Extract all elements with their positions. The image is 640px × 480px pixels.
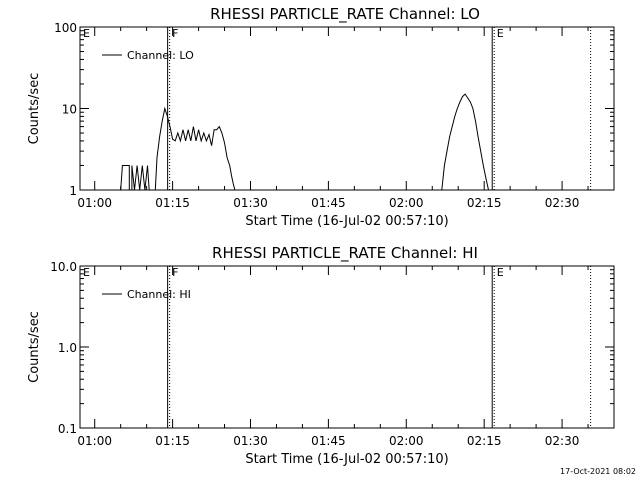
footer-timestamp: 17-Oct-2021 08:02: [560, 467, 636, 476]
event-marker: F: [167, 27, 178, 190]
event-marker: E: [491, 27, 504, 190]
y-axis-label: Counts/sec: [27, 311, 42, 383]
event-marker-label: E: [83, 27, 90, 40]
chart-title: RHESSI PARTICLE_RATE Channel: HI: [212, 244, 478, 263]
event-marker-label: E: [83, 266, 90, 279]
x-tick-label: 02:15: [467, 196, 502, 210]
x-tick-label: 01:30: [233, 434, 268, 448]
event-marker: E: [83, 27, 90, 40]
x-tick-label: 01:00: [77, 196, 112, 210]
x-tick-label: 02:30: [545, 196, 580, 210]
legend-label: Channel: HI: [127, 288, 191, 301]
event-marker: E: [83, 266, 90, 279]
x-tick-label: 02:30: [545, 434, 580, 448]
y-tick-label: 10: [62, 103, 77, 117]
event-marker: E: [491, 266, 504, 428]
x-tick-label: 01:45: [311, 196, 346, 210]
x-tick-label: 01:30: [233, 196, 268, 210]
legend: Channel: HI: [102, 288, 191, 301]
x-tick-label: 01:00: [77, 434, 112, 448]
data-series-line: [154, 106, 236, 191]
chart-panel-1: RHESSI PARTICLE_RATE Channel: HI 0.1 1.0 10…: [27, 244, 615, 467]
data-series-line: [441, 93, 489, 191]
x-axis-label: Start Time (16-Jul-02 00:57:10): [245, 214, 448, 229]
event-marker-label: E: [497, 27, 504, 40]
event-marker-label: F: [172, 27, 178, 40]
x-tick-label: 02:00: [389, 434, 424, 448]
chart-panel-0: RHESSI PARTICLE_RATE Channel: LO 1 10 100 01…: [27, 5, 615, 229]
x-tick-label: 01:45: [311, 434, 346, 448]
y-tick-label: 100: [54, 21, 77, 35]
event-marker-label: F: [172, 266, 178, 279]
y-tick-label: 0.1: [58, 422, 77, 436]
event-marker: F: [167, 266, 178, 428]
y-axis-label: Counts/sec: [27, 73, 42, 145]
legend-label: Channel: LO: [127, 49, 194, 62]
y-tick-label: 10.0: [50, 260, 77, 274]
x-tick-label: 01:15: [155, 434, 190, 448]
x-tick-label: 02:00: [389, 196, 424, 210]
chart-title: RHESSI PARTICLE_RATE Channel: LO: [210, 5, 480, 24]
event-marker-label: E: [497, 266, 504, 279]
x-tick-label: 01:15: [155, 196, 190, 210]
legend: Channel: LO: [102, 49, 194, 62]
data-series-line: [120, 165, 150, 191]
y-tick-label: 1: [69, 184, 77, 198]
x-tick-label: 02:15: [467, 434, 502, 448]
x-axis-label: Start Time (16-Jul-02 00:57:10): [245, 452, 448, 467]
y-tick-label: 1.0: [58, 341, 77, 355]
